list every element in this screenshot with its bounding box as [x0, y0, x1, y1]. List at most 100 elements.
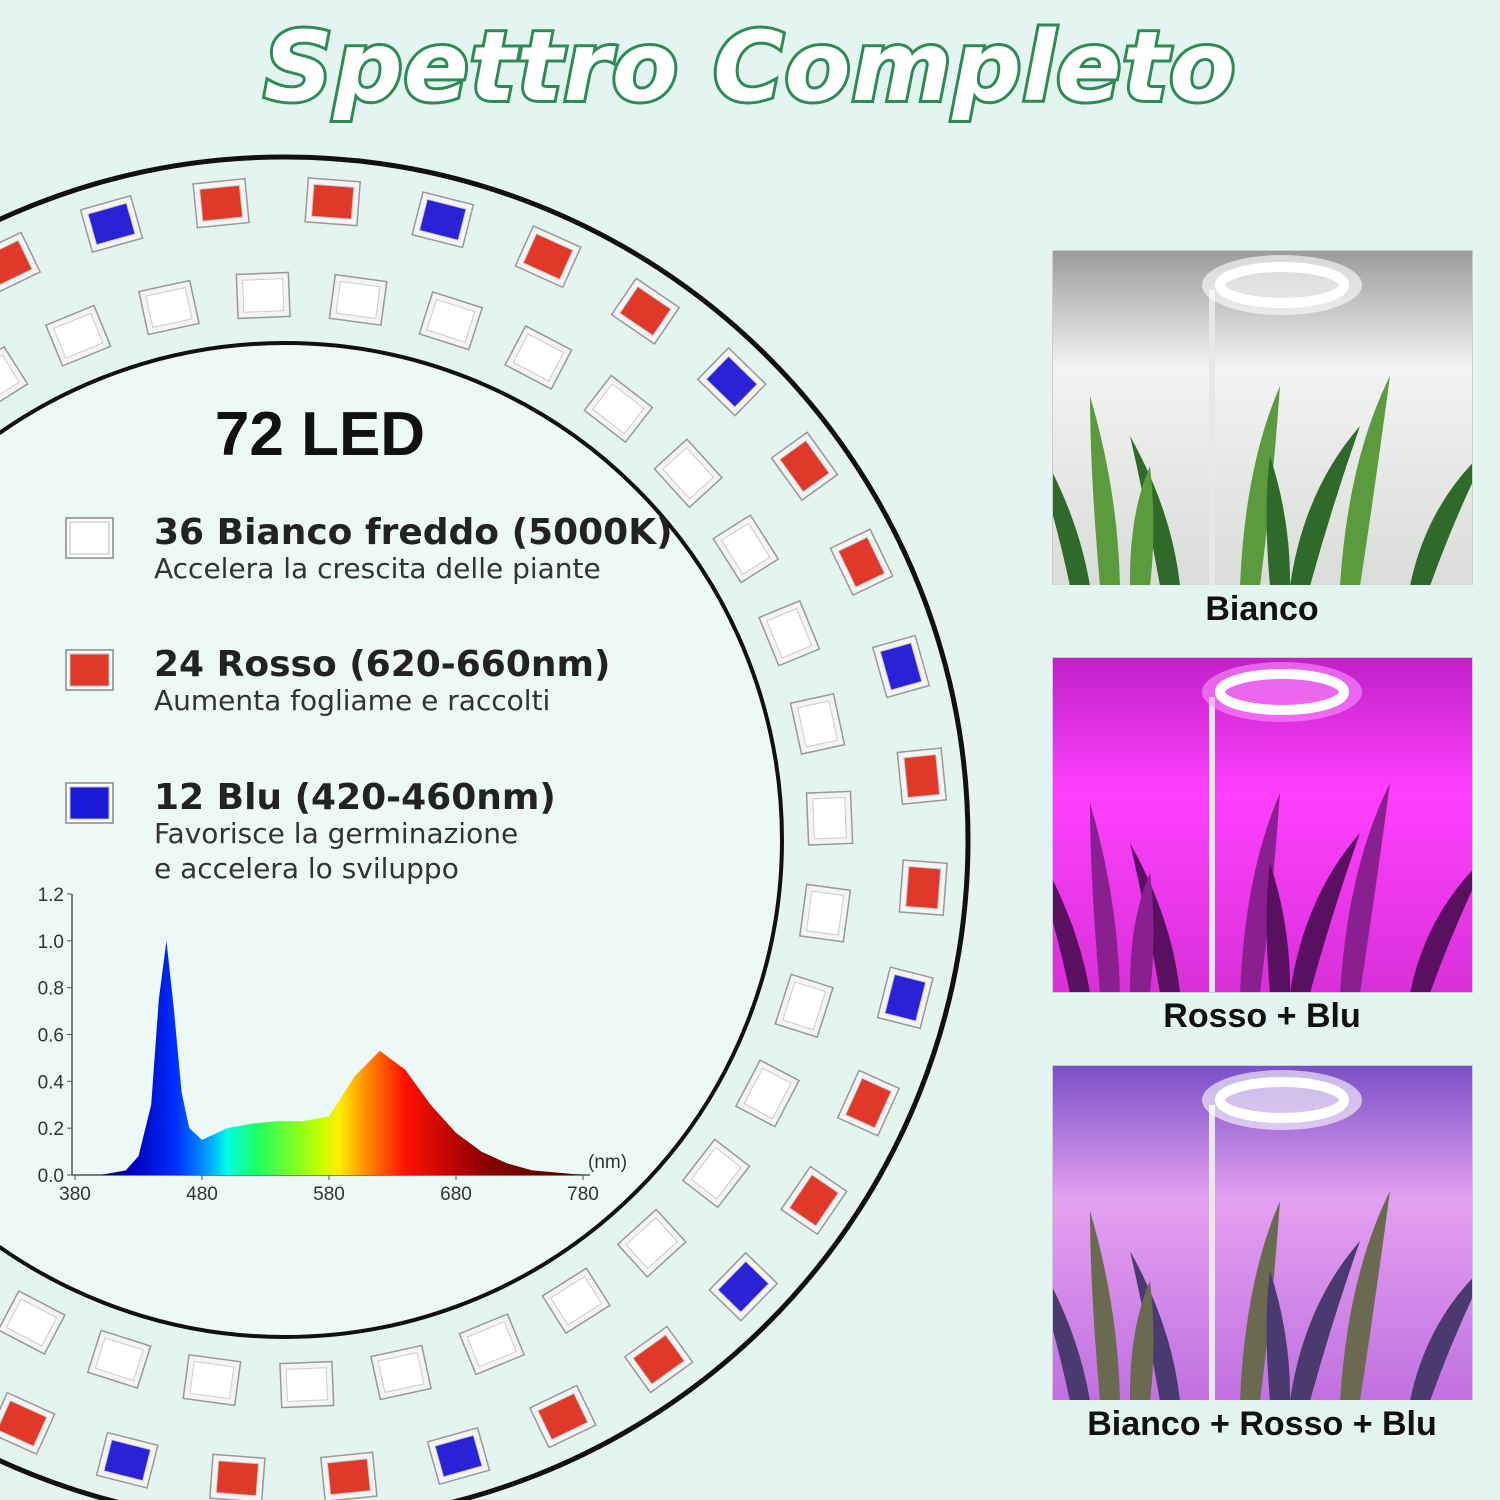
led	[898, 859, 948, 917]
led	[616, 1208, 687, 1278]
spectrum-area	[75, 940, 583, 1175]
led	[0, 1289, 66, 1356]
led-chip	[705, 355, 758, 408]
led-chip	[879, 642, 923, 691]
led	[789, 692, 846, 755]
led	[770, 431, 839, 502]
led	[583, 374, 654, 444]
led-chip	[0, 354, 20, 405]
legend-description: Accelera la crescita delle piante	[154, 552, 601, 585]
spectrum-chart: (nm) 0.0 0.2 0.4 0.6 0.8 1.0 1.2 380 480 580 680 78…	[38, 885, 627, 1205]
led-chip	[199, 184, 244, 222]
led-chip	[884, 973, 927, 1022]
led	[528, 1384, 597, 1449]
led-chip	[87, 202, 136, 246]
led-chip	[285, 1367, 328, 1402]
led-chip	[215, 1460, 260, 1497]
led-chip	[522, 233, 574, 281]
led	[514, 224, 582, 289]
led-chip	[189, 1360, 235, 1400]
led-chip	[326, 1458, 371, 1496]
legend-swatch	[69, 786, 110, 820]
led	[304, 177, 362, 227]
leaf	[1240, 1201, 1280, 1400]
led	[0, 345, 29, 413]
leaf	[1090, 803, 1120, 993]
leaf	[1266, 863, 1291, 993]
led-chip	[310, 183, 355, 220]
leaf	[1290, 426, 1360, 585]
leaf	[1090, 396, 1120, 585]
legend-swatch	[69, 653, 110, 687]
lamp-ring	[1215, 1077, 1349, 1123]
photo	[1052, 1065, 1473, 1400]
led	[896, 747, 948, 805]
led	[541, 1267, 611, 1335]
led-chip	[805, 890, 845, 936]
leaf	[1129, 466, 1154, 585]
leaf	[1410, 869, 1473, 993]
photo	[1052, 250, 1473, 585]
y-tick-label: 0.6	[38, 1026, 64, 1047]
leaf	[1052, 1286, 1090, 1400]
led-chip	[418, 198, 467, 241]
led	[370, 1344, 433, 1401]
led-chip	[377, 1352, 425, 1393]
leaf	[1240, 386, 1280, 585]
x-tick-label: 380	[59, 1184, 91, 1205]
led-chip	[426, 298, 476, 343]
led	[712, 514, 780, 584]
ring-inner	[0, 341, 784, 1339]
x-unit: (nm)	[588, 1152, 627, 1173]
photo-caption: Rosso + Blu	[1163, 997, 1360, 1035]
led-chip	[103, 1439, 152, 1482]
led-chip	[53, 312, 104, 359]
leaf	[1052, 878, 1090, 993]
led	[876, 966, 934, 1030]
led	[504, 324, 573, 391]
led-chip	[5, 1298, 58, 1347]
leaf	[1340, 376, 1390, 585]
led-chip	[782, 981, 827, 1031]
led-chip	[743, 1067, 792, 1120]
led-chip	[550, 1275, 603, 1326]
photo-caption: Bianco	[1205, 590, 1318, 628]
leaf	[1129, 873, 1154, 993]
led	[0, 231, 42, 296]
led-count: 72 LED	[215, 400, 425, 469]
led	[758, 599, 821, 667]
legend: 36 Bianco freddo (5000K)Accelera la cres…	[65, 512, 673, 885]
led	[192, 177, 250, 229]
led-chip	[779, 439, 830, 493]
led	[0, 1391, 56, 1456]
photo	[1052, 657, 1473, 993]
leaf	[1130, 1251, 1180, 1400]
leaf	[1240, 793, 1280, 993]
led	[328, 273, 388, 327]
led-chip	[903, 754, 941, 799]
led-chip	[0, 239, 33, 288]
photo-caption: Bianco + Rosso + Blu	[1087, 1405, 1437, 1443]
led-chip	[720, 522, 771, 575]
led	[871, 634, 931, 699]
leaf	[1410, 1277, 1473, 1400]
led-chip	[690, 1147, 742, 1200]
led	[137, 279, 200, 336]
x-tick-label: 680	[440, 1184, 472, 1205]
led	[681, 1138, 751, 1209]
led	[798, 883, 852, 943]
led	[734, 1059, 801, 1128]
led-frame	[0, 345, 29, 413]
led	[829, 528, 894, 597]
y-tick-label: 1.0	[38, 932, 64, 953]
led	[44, 304, 112, 367]
leaf	[1340, 783, 1390, 993]
lamp-ring	[1215, 262, 1349, 308]
lamp-ring	[1215, 669, 1349, 715]
leaf	[1090, 1211, 1120, 1400]
led-chip	[662, 446, 715, 500]
led	[320, 1451, 378, 1500]
led-chip	[466, 1321, 517, 1368]
led	[79, 194, 144, 254]
legend-swatch	[69, 521, 110, 555]
